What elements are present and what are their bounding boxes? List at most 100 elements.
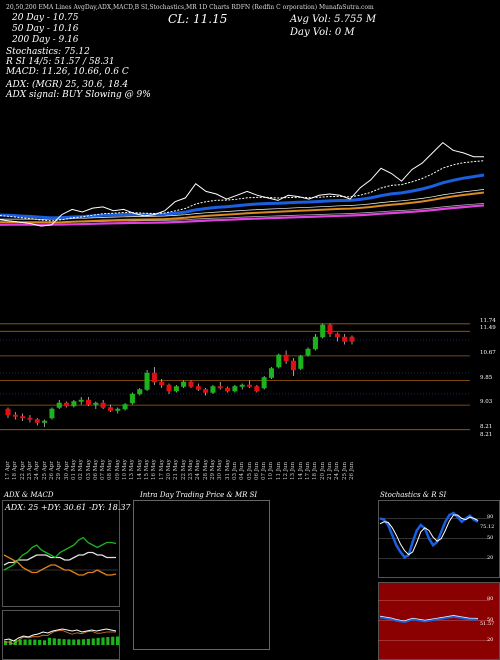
rsi-label: R SI 14/5: 51.57 / 58.31 xyxy=(6,57,115,67)
candle-body xyxy=(49,408,55,419)
stoch-axis-label: 20 xyxy=(487,554,494,561)
macd-histogram-bar xyxy=(38,639,42,645)
ema200-white-line xyxy=(0,189,485,220)
price-axis-label: 11.74 xyxy=(480,317,496,324)
macd-histogram-bar xyxy=(4,641,8,645)
candle-body xyxy=(239,384,245,387)
ema200-line xyxy=(0,191,485,224)
candle-body xyxy=(195,386,201,390)
candle-body xyxy=(268,368,275,378)
candle-body xyxy=(64,402,70,407)
candle-body xyxy=(276,354,282,368)
avg-volume: Avg Vol: 5.755 M xyxy=(290,14,377,25)
price-axis-label: 8.21 xyxy=(480,431,493,438)
adx-macd-title: ADX & MACD xyxy=(4,491,54,499)
adx-panel-label: ADX: 25 +DY: 30.61 -DY: 18.37 xyxy=(5,503,131,512)
candle-body xyxy=(5,408,11,416)
macd-histogram-bar xyxy=(72,639,76,645)
macd-histogram-bar xyxy=(111,636,115,645)
candle-body xyxy=(188,381,194,387)
macd-histogram-bar xyxy=(62,639,66,645)
rsi-axis-label: 20 xyxy=(487,636,494,643)
candle-body xyxy=(151,372,157,383)
candle-body xyxy=(349,336,355,342)
candle-body xyxy=(210,386,216,393)
adx-series-line xyxy=(3,536,117,571)
candle-body xyxy=(290,360,296,371)
candle-body xyxy=(85,399,92,405)
ema20-label: 20 Day - 10.75 xyxy=(12,13,79,23)
rsi-axis-label: 50 xyxy=(487,616,494,623)
candle-body xyxy=(320,324,326,338)
macd-panel xyxy=(2,610,120,660)
ema-magenta-line xyxy=(0,204,485,226)
adx-signal-label: ADX signal: BUY Slowing @ 9% xyxy=(6,90,151,100)
close-price: CL: 11.15 xyxy=(168,12,228,26)
candle-body xyxy=(261,377,267,389)
rsi-axis-label: 51.57 xyxy=(480,621,495,628)
rsi-signal-line xyxy=(379,615,479,622)
adx-panel xyxy=(2,500,120,607)
ema20-line xyxy=(0,160,485,222)
price-axis-label: 10.67 xyxy=(480,349,496,356)
macd-histogram-bar xyxy=(18,639,22,645)
candle-body xyxy=(225,387,231,392)
macd-histogram-bar xyxy=(91,638,95,645)
candle-body xyxy=(78,399,84,402)
macd-signal-line xyxy=(4,629,116,645)
stoch-axis-label: 50 xyxy=(487,534,494,541)
macd-histogram-bar xyxy=(23,639,27,645)
adx-series-line xyxy=(3,554,117,576)
adx-label: ADX: (MGR) 25, 30.6, 18.4 xyxy=(6,80,129,90)
candle-body xyxy=(181,381,187,387)
adx-series-line xyxy=(3,551,116,566)
candle-body xyxy=(107,407,113,411)
candle-body xyxy=(342,336,348,342)
candle-body xyxy=(159,381,165,386)
macd-line xyxy=(3,628,117,642)
candle-body xyxy=(254,386,260,392)
macd-histogram-bar xyxy=(81,639,86,645)
price-axis-label: 11.49 xyxy=(480,325,496,332)
macd-histogram-bar xyxy=(106,637,110,645)
macd-histogram-bar xyxy=(101,637,105,645)
stoch-rsi-title: Stochastics & R SI xyxy=(380,491,447,499)
candle-body xyxy=(334,333,340,338)
stochastics-label: Stochastics: 75.12 xyxy=(6,47,90,57)
price-axis-label: 9.03 xyxy=(480,399,493,406)
close-price-line xyxy=(0,141,484,227)
candle-body xyxy=(115,408,121,411)
macd-histogram-bar xyxy=(47,637,52,645)
candle-body xyxy=(166,384,172,392)
candle-body xyxy=(312,336,318,350)
macd-histogram-bar xyxy=(77,639,81,645)
stoch-axis-label: 75.12 xyxy=(480,523,495,530)
macd-histogram-bar xyxy=(116,636,120,645)
macd-histogram-bar xyxy=(86,638,90,645)
candle-body xyxy=(42,420,48,423)
day-volume: Day Vol: 0 M xyxy=(290,27,355,38)
candle-body xyxy=(27,417,33,420)
header-top-line: 20,50,200 EMA Lines AvgDay,ADX,MACD,B SI… xyxy=(6,4,374,11)
candle-body xyxy=(100,402,106,408)
candle-body xyxy=(34,419,40,423)
candle-body xyxy=(247,384,253,387)
macd-histogram-bar xyxy=(67,639,71,645)
macd-histogram-bar xyxy=(28,639,32,645)
macd-histogram-bar xyxy=(52,638,56,645)
candle-body xyxy=(327,324,333,335)
macd-histogram-bar xyxy=(42,640,47,645)
macd-histogram-bar xyxy=(96,637,100,645)
ema200-label: 200 Day - 9.16 xyxy=(12,35,79,45)
candle-body xyxy=(137,389,143,395)
candle-body xyxy=(71,401,77,407)
candle-body xyxy=(93,402,99,405)
candle-body xyxy=(283,354,289,362)
stoch-d-line xyxy=(379,514,479,556)
candle-body xyxy=(298,356,304,369)
macd-histogram-bar xyxy=(33,639,37,645)
candle-body xyxy=(305,348,311,356)
intraday-title: Intra Day Trading Price & MR SI xyxy=(140,491,258,499)
intraday-panel xyxy=(133,500,270,650)
